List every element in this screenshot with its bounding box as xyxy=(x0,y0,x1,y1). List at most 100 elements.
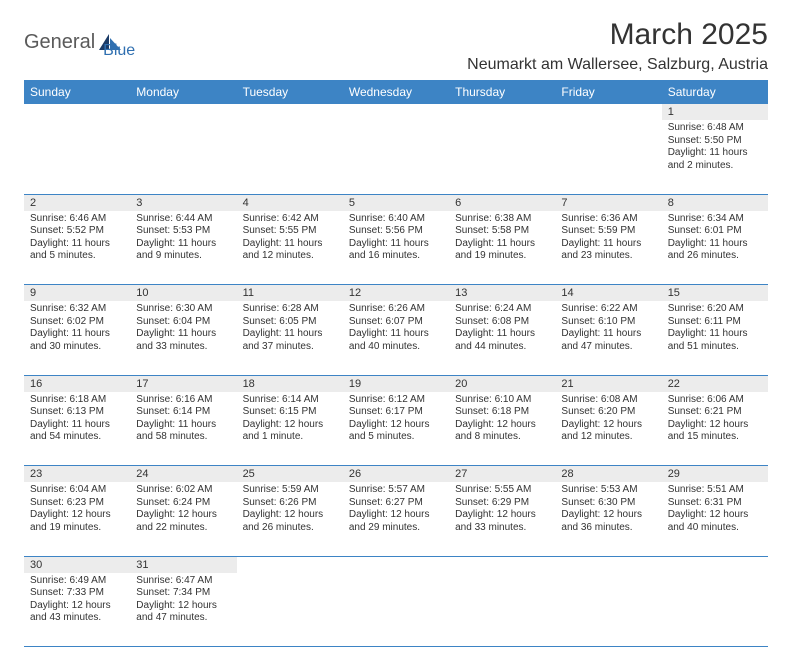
day-detail-line: and 47 minutes. xyxy=(561,341,655,354)
day-detail-line: Sunset: 6:05 PM xyxy=(243,316,337,329)
day-detail-cell xyxy=(449,573,555,647)
weekday-header: Wednesday xyxy=(343,80,449,104)
day-detail-line: and 8 minutes. xyxy=(455,431,549,444)
day-detail-line: and 44 minutes. xyxy=(455,341,549,354)
day-number-cell: 3 xyxy=(130,194,236,211)
day-detail-line: and 26 minutes. xyxy=(243,522,337,535)
day-detail-line: Sunset: 6:10 PM xyxy=(561,316,655,329)
day-number-cell xyxy=(237,556,343,573)
day-number-cell: 26 xyxy=(343,466,449,483)
day-detail-cell: Sunrise: 6:46 AMSunset: 5:52 PMDaylight:… xyxy=(24,211,130,285)
day-detail-line: Sunset: 6:17 PM xyxy=(349,406,443,419)
day-detail-cell: Sunrise: 6:32 AMSunset: 6:02 PMDaylight:… xyxy=(24,301,130,375)
day-detail-line: Daylight: 12 hours xyxy=(30,600,124,613)
day-detail-line: Daylight: 11 hours xyxy=(561,238,655,251)
day-detail-line: and 12 minutes. xyxy=(243,250,337,263)
day-detail-cell: Sunrise: 6:18 AMSunset: 6:13 PMDaylight:… xyxy=(24,392,130,466)
day-detail-line: Sunset: 6:20 PM xyxy=(561,406,655,419)
day-detail-cell xyxy=(662,573,768,647)
day-detail-cell: Sunrise: 6:42 AMSunset: 5:55 PMDaylight:… xyxy=(237,211,343,285)
day-detail-cell: Sunrise: 6:16 AMSunset: 6:14 PMDaylight:… xyxy=(130,392,236,466)
day-detail-line: Sunrise: 6:36 AM xyxy=(561,213,655,226)
month-title: March 2025 xyxy=(467,18,768,52)
day-detail-line: Sunrise: 6:20 AM xyxy=(668,303,762,316)
day-detail-line: and 40 minutes. xyxy=(349,341,443,354)
day-detail-line: Sunset: 5:55 PM xyxy=(243,225,337,238)
day-number-cell: 14 xyxy=(555,285,661,302)
day-detail-line: Daylight: 11 hours xyxy=(455,328,549,341)
day-detail-line: and 5 minutes. xyxy=(30,250,124,263)
day-detail-line: and 43 minutes. xyxy=(30,612,124,625)
day-number-cell: 8 xyxy=(662,194,768,211)
day-detail-line: Daylight: 12 hours xyxy=(455,509,549,522)
day-detail-line: Sunset: 6:01 PM xyxy=(668,225,762,238)
day-detail-cell: Sunrise: 6:36 AMSunset: 5:59 PMDaylight:… xyxy=(555,211,661,285)
day-detail-line: Daylight: 11 hours xyxy=(243,328,337,341)
day-detail-line: Sunset: 6:30 PM xyxy=(561,497,655,510)
calendar-header-row: SundayMondayTuesdayWednesdayThursdayFrid… xyxy=(24,80,768,104)
day-detail-line: Daylight: 12 hours xyxy=(243,509,337,522)
day-detail-line: Sunset: 6:08 PM xyxy=(455,316,549,329)
day-detail-line: Sunset: 6:24 PM xyxy=(136,497,230,510)
day-detail-line: Sunset: 6:15 PM xyxy=(243,406,337,419)
day-detail-line: Sunset: 6:21 PM xyxy=(668,406,762,419)
day-detail-line: Sunset: 6:27 PM xyxy=(349,497,443,510)
day-detail-cell: Sunrise: 6:06 AMSunset: 6:21 PMDaylight:… xyxy=(662,392,768,466)
day-detail-line: Sunrise: 6:10 AM xyxy=(455,394,549,407)
day-number-cell: 30 xyxy=(24,556,130,573)
day-detail-line: Daylight: 11 hours xyxy=(668,238,762,251)
day-detail-line: Sunset: 5:58 PM xyxy=(455,225,549,238)
day-detail-line: and 51 minutes. xyxy=(668,341,762,354)
day-number-row: 9101112131415 xyxy=(24,285,768,302)
day-detail-line: and 26 minutes. xyxy=(668,250,762,263)
day-number-cell xyxy=(343,104,449,120)
day-number-cell xyxy=(555,104,661,120)
day-detail-line: Daylight: 11 hours xyxy=(668,328,762,341)
day-detail-line: Sunset: 6:23 PM xyxy=(30,497,124,510)
day-detail-line: and 19 minutes. xyxy=(30,522,124,535)
day-detail-cell: Sunrise: 6:44 AMSunset: 5:53 PMDaylight:… xyxy=(130,211,236,285)
day-detail-row: Sunrise: 6:18 AMSunset: 6:13 PMDaylight:… xyxy=(24,392,768,466)
day-number-cell: 17 xyxy=(130,375,236,392)
day-detail-cell: Sunrise: 6:20 AMSunset: 6:11 PMDaylight:… xyxy=(662,301,768,375)
day-detail-cell: Sunrise: 6:26 AMSunset: 6:07 PMDaylight:… xyxy=(343,301,449,375)
day-detail-cell: Sunrise: 6:48 AMSunset: 5:50 PMDaylight:… xyxy=(662,120,768,194)
day-detail-line: and 9 minutes. xyxy=(136,250,230,263)
day-detail-line: Sunrise: 6:44 AM xyxy=(136,213,230,226)
page-header: General Blue March 2025 Neumarkt am Wall… xyxy=(24,18,768,74)
day-detail-cell: Sunrise: 6:02 AMSunset: 6:24 PMDaylight:… xyxy=(130,482,236,556)
day-detail-line: Sunrise: 5:53 AM xyxy=(561,484,655,497)
day-detail-line: and 22 minutes. xyxy=(136,522,230,535)
day-detail-line: Daylight: 12 hours xyxy=(30,509,124,522)
day-detail-line: Sunrise: 6:18 AM xyxy=(30,394,124,407)
day-detail-line: Sunset: 5:53 PM xyxy=(136,225,230,238)
day-detail-line: and 47 minutes. xyxy=(136,612,230,625)
day-number-row: 23242526272829 xyxy=(24,466,768,483)
day-number-cell xyxy=(130,104,236,120)
day-number-cell: 23 xyxy=(24,466,130,483)
day-number-cell xyxy=(24,104,130,120)
day-detail-cell: Sunrise: 6:08 AMSunset: 6:20 PMDaylight:… xyxy=(555,392,661,466)
day-detail-line: Sunset: 5:52 PM xyxy=(30,225,124,238)
day-detail-cell: Sunrise: 5:51 AMSunset: 6:31 PMDaylight:… xyxy=(662,482,768,556)
day-number-row: 1 xyxy=(24,104,768,120)
day-detail-line: and 19 minutes. xyxy=(455,250,549,263)
day-detail-cell: Sunrise: 5:53 AMSunset: 6:30 PMDaylight:… xyxy=(555,482,661,556)
day-detail-line: Daylight: 12 hours xyxy=(136,600,230,613)
day-detail-line: Sunrise: 6:30 AM xyxy=(136,303,230,316)
day-detail-line: Daylight: 12 hours xyxy=(455,419,549,432)
day-detail-line: and 30 minutes. xyxy=(30,341,124,354)
day-number-row: 2345678 xyxy=(24,194,768,211)
day-detail-line: Daylight: 12 hours xyxy=(561,509,655,522)
day-number-cell: 19 xyxy=(343,375,449,392)
day-detail-cell: Sunrise: 6:38 AMSunset: 5:58 PMDaylight:… xyxy=(449,211,555,285)
day-detail-line: Sunrise: 6:42 AM xyxy=(243,213,337,226)
day-number-cell: 4 xyxy=(237,194,343,211)
day-number-cell: 20 xyxy=(449,375,555,392)
location-subtitle: Neumarkt am Wallersee, Salzburg, Austria xyxy=(467,56,768,74)
day-detail-line: Daylight: 11 hours xyxy=(136,238,230,251)
day-detail-line: Sunset: 7:33 PM xyxy=(30,587,124,600)
day-detail-line: Daylight: 12 hours xyxy=(136,509,230,522)
day-detail-row: Sunrise: 6:32 AMSunset: 6:02 PMDaylight:… xyxy=(24,301,768,375)
day-detail-cell: Sunrise: 6:12 AMSunset: 6:17 PMDaylight:… xyxy=(343,392,449,466)
